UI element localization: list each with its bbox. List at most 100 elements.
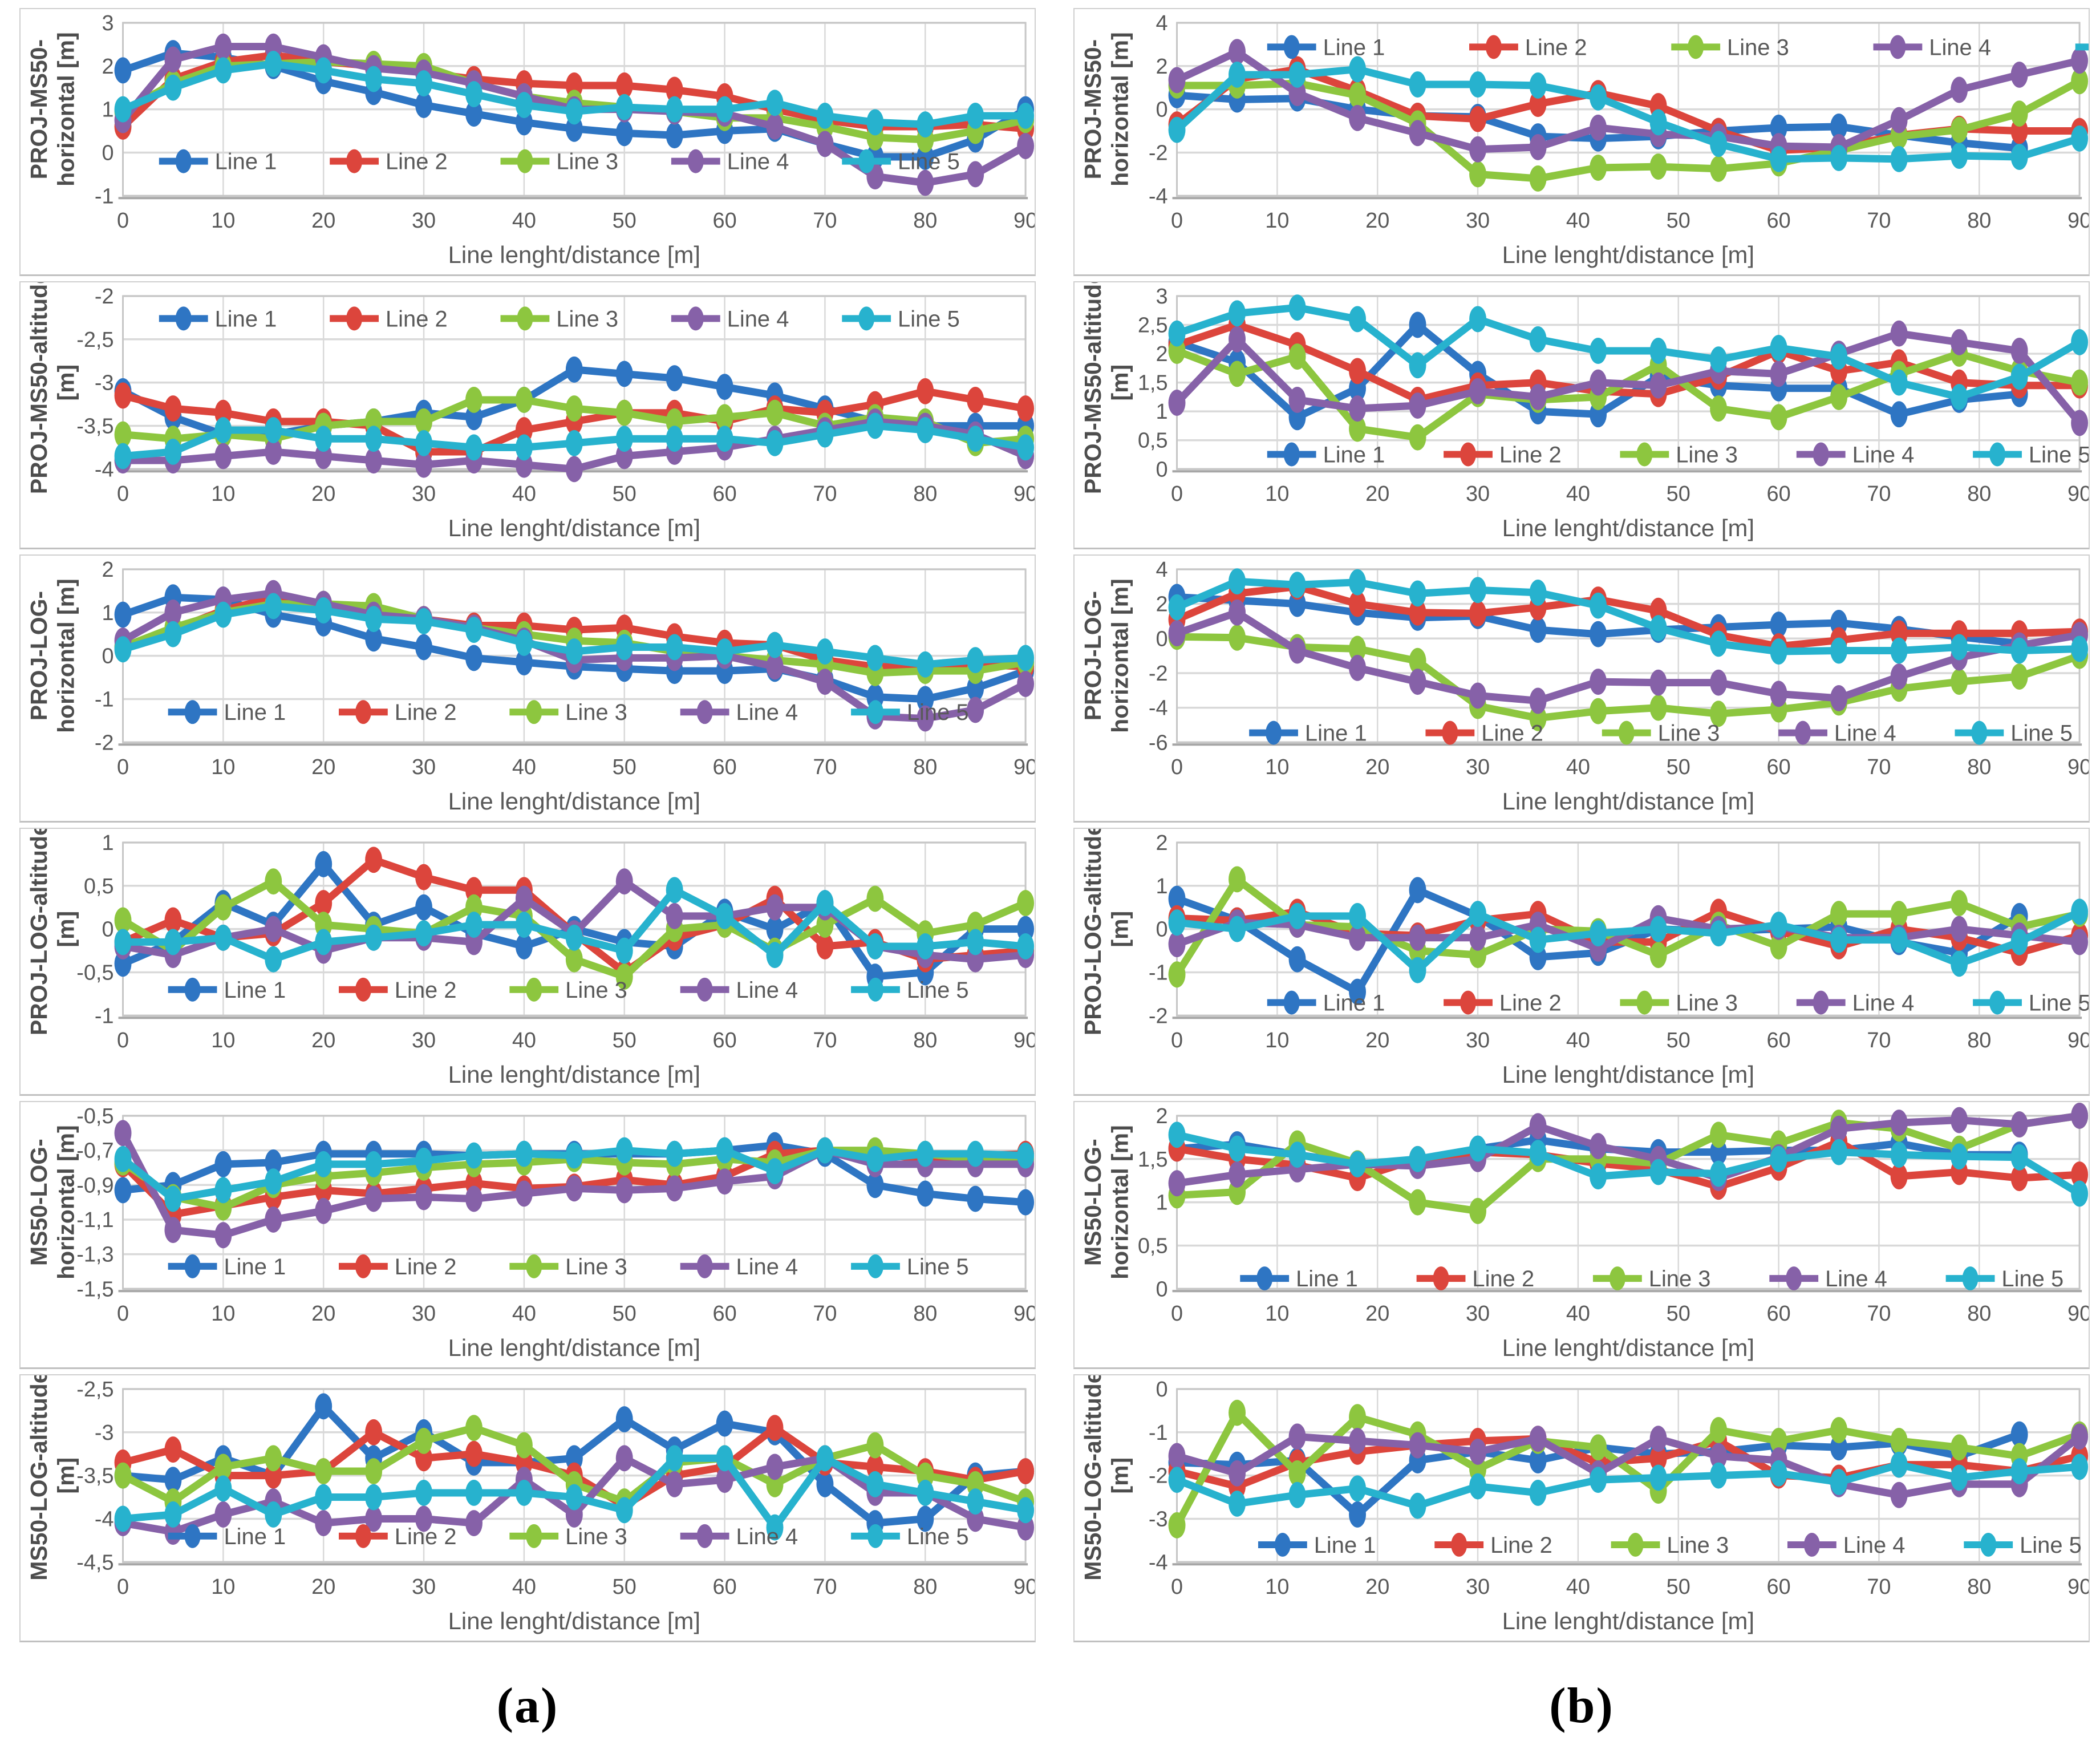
svg-text:0: 0 xyxy=(1171,1029,1183,1052)
chart-panel-a2: -2 -2,5 -3 -3,5 -4 0 10 20 30 40 50 60 70 80 90 Line le… xyxy=(19,281,1036,549)
legend-marker-icon xyxy=(1971,720,1988,745)
svg-text:10: 10 xyxy=(1265,755,1289,779)
svg-text:-0,9: -0,9 xyxy=(76,1173,113,1197)
legend-item-line2: Line 2 xyxy=(1444,991,1562,1016)
legend-item-line4: Line 4 xyxy=(1796,991,1914,1016)
legend-marker-icon xyxy=(175,306,192,331)
x-tick-labels: 0 10 20 30 40 50 60 70 80 90 xyxy=(117,755,1035,779)
legend-item-line4: Line 4 xyxy=(671,149,789,175)
svg-text:1: 1 xyxy=(1156,874,1167,898)
x-axis-title: Line lenght/distance [m] xyxy=(448,788,700,815)
legend-item-line2: Line 2 xyxy=(330,306,448,331)
svg-text:70: 70 xyxy=(1867,1029,1891,1052)
svg-text:0,5: 0,5 xyxy=(1138,1234,1168,1258)
legend-label: Line 2 xyxy=(1472,1266,1534,1291)
svg-text:50: 50 xyxy=(1667,209,1690,233)
x-tick-labels: 0 10 20 30 40 50 60 70 80 90 xyxy=(1171,1302,2089,1326)
legend: Line 1 Line 2 Line 3 Line 4 Line 5 xyxy=(168,1524,969,1549)
svg-text:0: 0 xyxy=(1156,1277,1167,1301)
svg-text:40: 40 xyxy=(1566,209,1590,233)
legend-item-line4: Line 4 xyxy=(680,1524,798,1549)
legend-marker-icon xyxy=(526,977,542,1002)
legend-item-line2: Line 2 xyxy=(330,149,448,175)
svg-text:0: 0 xyxy=(117,482,129,506)
series-line5 xyxy=(1168,568,2089,665)
series-line3 xyxy=(1168,623,2089,731)
legend-item-line1: Line 1 xyxy=(1258,1533,1376,1558)
svg-text:80: 80 xyxy=(913,209,937,233)
svg-text:80: 80 xyxy=(913,1029,937,1052)
legend-item-line1: Line 1 xyxy=(168,978,286,1003)
legend-label: Line 5 xyxy=(2029,991,2089,1016)
legend-marker-icon xyxy=(1795,720,1811,745)
legend-item-line1: Line 1 xyxy=(159,306,277,331)
y-axis-title: PROJ-LOG- xyxy=(26,591,52,720)
legend-marker-icon xyxy=(1786,1266,1802,1291)
series-line4 xyxy=(1168,1423,2089,1508)
legend-item-line5: Line 5 xyxy=(1955,721,2073,746)
legend-marker-icon xyxy=(1627,1533,1644,1557)
legend-label: Line 1 xyxy=(224,1254,286,1280)
svg-text:50: 50 xyxy=(613,755,637,779)
x-axis-title: Line lenght/distance [m] xyxy=(1502,1608,1754,1634)
legend-marker-icon xyxy=(1266,720,1282,745)
svg-text:0,5: 0,5 xyxy=(1138,429,1168,453)
legend: Line 1 Line 2 Line 3 Line 4 Line 5 xyxy=(1267,442,2089,467)
legend-label: Line 3 xyxy=(556,306,618,331)
svg-text:70: 70 xyxy=(813,755,837,779)
svg-text:50: 50 xyxy=(1667,1575,1690,1599)
svg-text:30: 30 xyxy=(1466,482,1490,506)
legend-marker-icon xyxy=(517,306,533,331)
legend: Line 1 Line 2 Line 3 Line 4 Line 5 xyxy=(1267,35,2089,60)
svg-text:40: 40 xyxy=(512,1575,536,1599)
y-axis-title: [m] xyxy=(1107,1457,1133,1494)
legend-item-line4: Line 4 xyxy=(1787,1533,1905,1558)
y-axis-title: PROJ-MS50-altitude xyxy=(1080,282,1106,494)
svg-text:60: 60 xyxy=(713,755,737,779)
svg-text:10: 10 xyxy=(211,1029,235,1052)
svg-text:-4: -4 xyxy=(95,457,114,481)
svg-text:2: 2 xyxy=(102,558,113,582)
legend-label: Line 4 xyxy=(736,1524,798,1549)
svg-text:80: 80 xyxy=(1967,1302,1991,1326)
legend-marker-icon xyxy=(1460,990,1476,1015)
y-axis-title: horizontal [m] xyxy=(1107,32,1133,186)
legend-marker-icon xyxy=(184,700,201,724)
svg-text:70: 70 xyxy=(1867,482,1891,506)
svg-text:0: 0 xyxy=(117,1029,129,1052)
svg-text:70: 70 xyxy=(1867,755,1891,779)
legend-marker-icon xyxy=(346,149,363,173)
chart-panel-a1: 3 2 1 0 -1 0 10 20 30 40 50 60 70 80 90 Line lenght/dis… xyxy=(19,8,1036,276)
y-axis-title: PROJ-MS50- xyxy=(1080,39,1106,180)
svg-text:70: 70 xyxy=(813,209,837,233)
legend-item-line4: Line 4 xyxy=(680,700,798,725)
svg-text:60: 60 xyxy=(713,1029,737,1052)
x-tick-labels: 0 10 20 30 40 50 60 70 80 90 xyxy=(1171,209,2089,233)
svg-text:-1: -1 xyxy=(95,184,114,208)
y-axis-title: MS50-LOG- xyxy=(1080,1139,1106,1266)
legend-label: Line 5 xyxy=(2010,721,2073,746)
legend-item-line3: Line 3 xyxy=(1620,442,1738,467)
legend-label: Line 3 xyxy=(1649,1266,1711,1291)
y-axis-title: [m] xyxy=(53,365,79,401)
svg-text:1: 1 xyxy=(102,98,113,122)
legend-marker-icon xyxy=(526,700,542,724)
legend-marker-icon xyxy=(1283,442,1300,467)
x-axis-title: Line lenght/distance [m] xyxy=(448,1061,700,1088)
svg-text:70: 70 xyxy=(813,1029,837,1052)
y-axis-title: [m] xyxy=(1107,911,1133,948)
svg-text:50: 50 xyxy=(613,1575,637,1599)
x-tick-labels: 0 10 20 30 40 50 60 70 80 90 xyxy=(1171,755,2089,779)
legend-item-line4: Line 4 xyxy=(1769,1266,1887,1291)
series-line5 xyxy=(114,593,1035,678)
legend-item-line5: Line 5 xyxy=(2075,43,2089,51)
legend-item-line1: Line 1 xyxy=(1267,35,1385,60)
svg-text:0: 0 xyxy=(1156,627,1167,651)
svg-text:0: 0 xyxy=(117,755,129,779)
y-tick-labels: 1 0,5 0 -0,5 -1 xyxy=(76,831,113,1028)
svg-text:90: 90 xyxy=(1013,482,1035,506)
svg-text:0: 0 xyxy=(117,209,129,233)
svg-text:1,5: 1,5 xyxy=(1138,371,1168,395)
legend-marker-icon xyxy=(867,1524,883,1548)
y-tick-labels: 3 2 1 0 -1 xyxy=(95,11,114,208)
